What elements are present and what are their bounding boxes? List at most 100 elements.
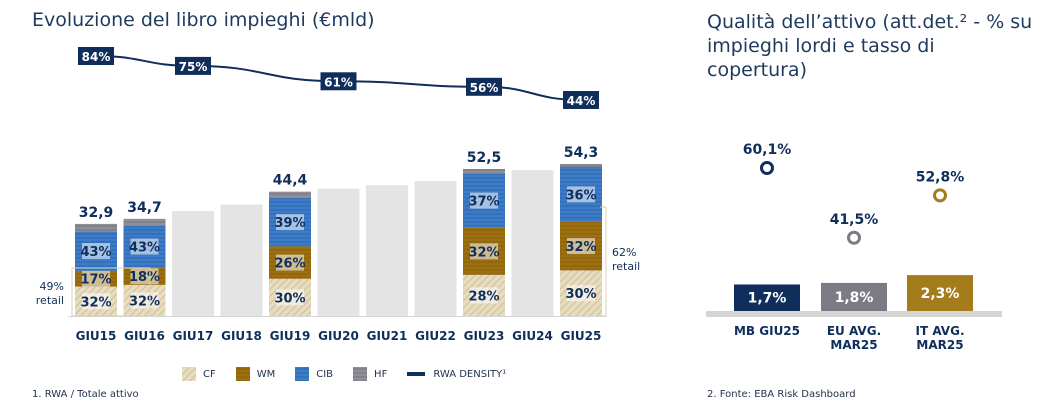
x-tick-it-avg-mar25-line0: IT AVG. (916, 324, 965, 338)
rwa-label-giu25: 44% (567, 94, 596, 108)
legend-item-cf: CF (182, 367, 216, 381)
bar-giu19-hf (269, 191, 311, 198)
label-giu15-cf: 32% (80, 295, 111, 310)
coverage-marker-mb-giu25 (760, 161, 774, 175)
label-giu25-wm: 32% (565, 240, 596, 255)
label-bg-giu16-wm (130, 268, 159, 285)
x-tick-giu21: GIU21 (367, 329, 408, 343)
legend-swatch-cf (182, 367, 196, 381)
label-bg-giu23-cib (470, 192, 498, 209)
label-giu25-cib: 36% (565, 188, 596, 203)
bar-giu18 (220, 204, 263, 316)
right-baseline (706, 311, 1002, 317)
coverage-label-eu-avg-mar25: 41,5% (830, 212, 879, 228)
rwa-marker-giu20 (320, 72, 357, 91)
label-giu16-cf: 32% (129, 294, 160, 309)
retail-bracket-left (71, 267, 151, 317)
x-tick-giu19: GIU19 (270, 329, 311, 343)
bar-giu24 (511, 170, 554, 316)
retail-text-left: retail (36, 294, 64, 307)
label-bg-giu23-cf (470, 287, 498, 304)
legend-line-rwa (407, 372, 426, 376)
npl-label-eu-avg-mar25: 1,8% (835, 290, 874, 306)
label-giu23-cib: 37% (468, 195, 499, 210)
retail-pct-right: 62% (612, 246, 636, 259)
legend-label-cib: CIB (316, 368, 334, 380)
total-label-giu15: 32,9 (79, 205, 114, 221)
label-bg-giu25-cib (567, 186, 595, 203)
total-label-giu19: 44,4 (273, 173, 308, 189)
legend-swatch-wm (235, 367, 250, 381)
label-bg-giu19-cib (276, 214, 304, 231)
x-tick-giu17: GIU17 (173, 329, 214, 343)
footnote-left: 1. RWA / Totale attivo (32, 389, 139, 400)
rwa-marker-giu23 (466, 77, 502, 96)
bar-giu16-hf (123, 218, 166, 226)
npl-bar-it-avg-mar25 (907, 275, 973, 311)
label-giu15-cib: 43% (80, 245, 111, 260)
legend-label-cf: CF (203, 368, 216, 380)
rwa-marker-giu25 (563, 91, 599, 109)
bar-giu15-hf (75, 223, 117, 232)
label-giu25-cf: 30% (565, 287, 596, 302)
label-bg-giu25-wm (567, 238, 595, 255)
x-tick-giu25: GIU25 (561, 329, 602, 343)
x-tick-mb-giu25-line0: MB GIU25 (734, 324, 800, 338)
rwa-label-giu23: 56% (470, 81, 499, 95)
retail-text-right: retail (612, 260, 640, 273)
x-tick-giu20: GIU20 (318, 329, 359, 343)
label-bg-giu15-cib (82, 243, 110, 260)
label-giu16-wm: 18% (129, 270, 160, 285)
label-bg-giu16-cib (130, 238, 159, 255)
x-tick-it-avg-mar25-line1: MAR25 (916, 338, 963, 352)
legend-swatch-cib (295, 367, 310, 381)
rwa-marker-giu15 (78, 47, 114, 65)
legend-item-rwa: RWA DENSITY¹ (407, 369, 506, 380)
label-giu19-cf: 30% (274, 291, 305, 306)
total-label-giu23: 52,5 (467, 150, 502, 166)
npl-label-mb-giu25: 1,7% (748, 291, 787, 307)
legend-item-wm: WM (235, 367, 276, 381)
x-tick-giu16: GIU16 (124, 329, 165, 343)
retail-bracket-right (600, 206, 607, 317)
coverage-marker-it-avg-mar25 (933, 188, 947, 203)
bar-giu21 (366, 185, 408, 316)
rwa-label-giu20: 61% (324, 75, 353, 89)
rwa-label-giu15: 84% (82, 50, 111, 64)
retail-pct-left: 49% (40, 280, 64, 293)
bar-giu22 (414, 181, 457, 316)
label-giu16-cib: 43% (129, 241, 160, 256)
total-label-giu25: 54,3 (564, 145, 599, 161)
label-bg-giu16-cf (130, 292, 159, 309)
left-chart-title: Evoluzione del libro impieghi (€mld) (32, 9, 375, 31)
label-giu19-wm: 26% (274, 257, 305, 272)
label-bg-giu19-cf (276, 289, 304, 306)
label-giu19-cib: 39% (274, 216, 305, 231)
rwa-label-giu17: 75% (179, 60, 208, 74)
npl-label-it-avg-mar25: 2,3% (921, 286, 960, 302)
coverage-label-mb-giu25: 60,1% (743, 142, 792, 158)
label-giu23-wm: 32% (468, 245, 499, 260)
rwa-marker-giu17 (175, 56, 211, 75)
bar-giu25-hf (560, 163, 602, 168)
label-bg-giu15-wm (82, 270, 110, 287)
legend-label-wm: WM (256, 368, 276, 380)
label-bg-giu25-cf (567, 285, 595, 302)
npl-bar-mb-giu25 (734, 284, 800, 311)
npl-bar-eu-avg-mar25 (821, 282, 887, 311)
total-label-giu16: 34,7 (127, 200, 162, 216)
legend-label-rwa: RWA DENSITY¹ (433, 368, 507, 380)
legend-item-cib: CIB (295, 367, 333, 381)
x-tick-eu-avg-mar25-line1: MAR25 (830, 338, 877, 352)
coverage-marker-eu-avg-mar25 (847, 230, 861, 245)
right-chart-title: Qualità dell’attivo (att.det.² - % su im… (707, 11, 1033, 81)
coverage-label-it-avg-mar25: 52,8% (916, 169, 965, 185)
bar-giu20 (317, 188, 360, 316)
legend-label-hf: HF (374, 368, 388, 380)
label-bg-giu19-wm (276, 254, 304, 271)
footnote-right: 2. Fonte: EBA Risk Dashboard (707, 389, 856, 400)
x-tick-eu-avg-mar25-line0: EU AVG. (827, 324, 881, 338)
loan-book-chart: 32% 17% 43% 32,9 GIU15 32% 18% 43% 34,7 GIU16 GIU1… (36, 47, 640, 343)
